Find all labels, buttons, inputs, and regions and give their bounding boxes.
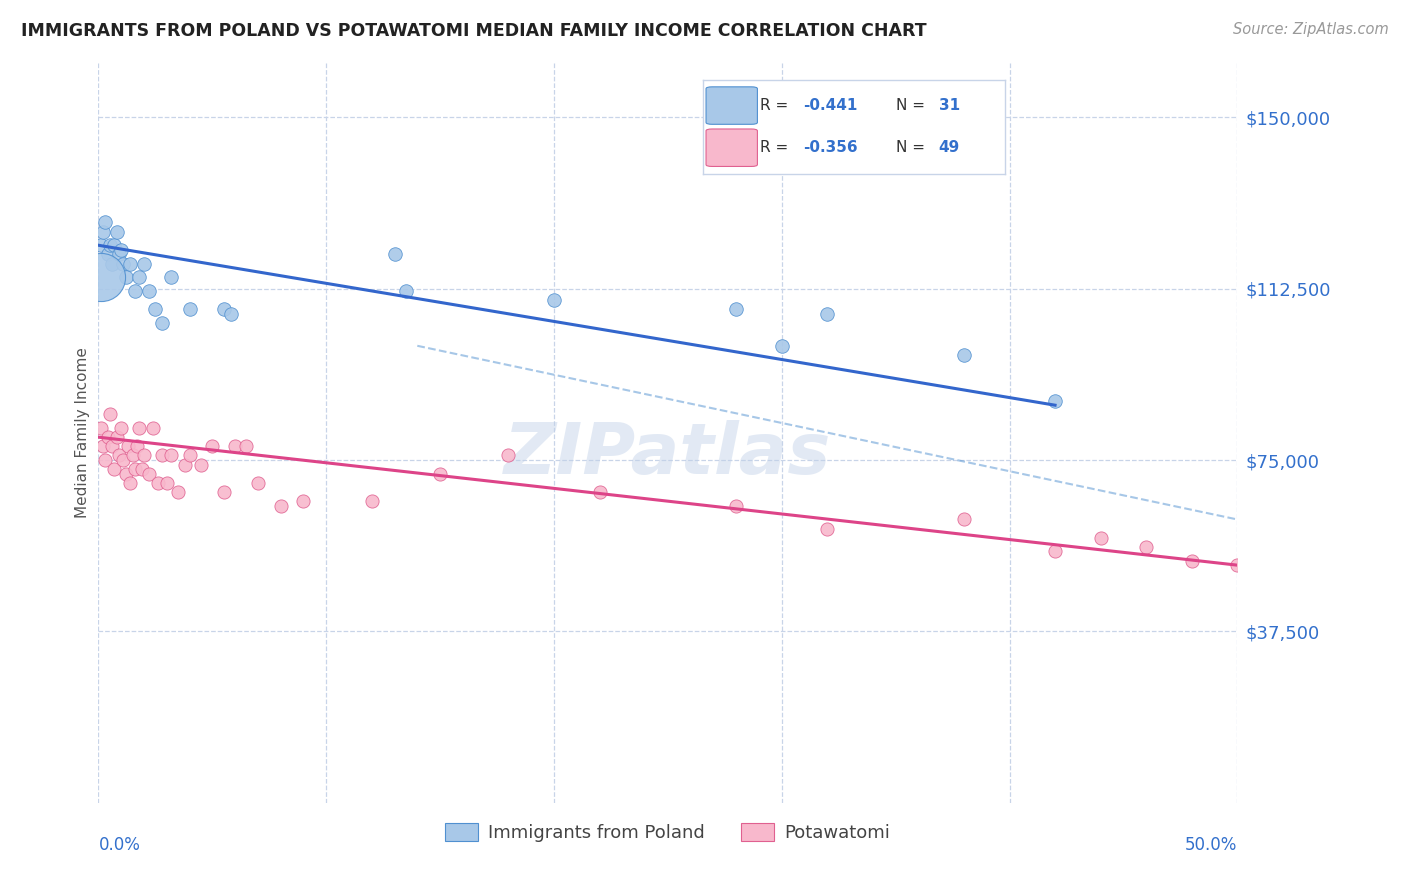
Point	[132, 256, 155, 270]
Y-axis label: Median Family Income: Median Family Income	[75, 347, 90, 518]
Point	[145, 302, 167, 317]
Point	[124, 284, 146, 298]
Text: IMMIGRANTS FROM POLAND VS POTAWATOMI MEDIAN FAMILY INCOME CORRELATION CHART: IMMIGRANTS FROM POLAND VS POTAWATOMI MED…	[21, 22, 927, 40]
FancyBboxPatch shape	[706, 87, 758, 124]
Point	[114, 270, 136, 285]
Point	[103, 462, 125, 476]
Point	[112, 453, 135, 467]
Point	[953, 512, 976, 526]
Point	[588, 485, 610, 500]
Point	[1090, 531, 1112, 545]
Point	[384, 247, 406, 261]
Point	[96, 247, 118, 261]
Point	[91, 439, 114, 453]
Point	[124, 462, 146, 476]
Point	[110, 243, 132, 257]
Text: 50.0%: 50.0%	[1185, 836, 1237, 855]
Point	[103, 238, 125, 252]
Point	[142, 421, 165, 435]
Point	[127, 439, 149, 453]
Point	[90, 270, 112, 285]
Point	[1043, 393, 1066, 408]
Point	[96, 430, 118, 444]
Point	[212, 485, 235, 500]
Point	[815, 307, 838, 321]
Point	[110, 421, 132, 435]
Point	[108, 247, 131, 261]
Point	[498, 449, 520, 463]
Point	[1135, 540, 1157, 554]
Point	[101, 256, 124, 270]
Point	[212, 302, 235, 317]
Point	[224, 439, 246, 453]
Point	[131, 462, 153, 476]
Point	[179, 449, 201, 463]
FancyBboxPatch shape	[706, 129, 758, 167]
Point	[121, 449, 143, 463]
Point	[292, 494, 315, 508]
Text: ZIPatlas: ZIPatlas	[505, 420, 831, 490]
Point	[114, 467, 136, 481]
Point	[108, 449, 131, 463]
Point	[98, 408, 121, 422]
Point	[112, 256, 135, 270]
Point	[953, 348, 976, 362]
Point	[360, 494, 382, 508]
Point	[219, 307, 242, 321]
Point	[138, 467, 160, 481]
Point	[1181, 553, 1204, 567]
Point	[179, 302, 201, 317]
Point	[128, 270, 150, 285]
Text: -0.441: -0.441	[803, 98, 858, 113]
Point	[815, 522, 838, 536]
Point	[105, 225, 128, 239]
Point	[174, 458, 197, 472]
Point	[132, 449, 155, 463]
Point	[105, 430, 128, 444]
Point	[150, 316, 173, 330]
Legend: Immigrants from Poland, Potawatomi: Immigrants from Poland, Potawatomi	[437, 816, 898, 849]
Point	[94, 453, 117, 467]
Point	[201, 439, 224, 453]
Point	[160, 270, 183, 285]
Point	[90, 421, 112, 435]
Point	[246, 475, 269, 490]
Point	[770, 339, 793, 353]
Point	[128, 421, 150, 435]
Text: R =: R =	[761, 140, 793, 155]
Point	[98, 238, 121, 252]
Point	[156, 475, 179, 490]
Text: 31: 31	[939, 98, 960, 113]
Point	[146, 475, 169, 490]
Point	[90, 238, 112, 252]
Text: 0.0%: 0.0%	[98, 836, 141, 855]
Text: N =: N =	[897, 140, 931, 155]
Point	[120, 256, 142, 270]
Point	[543, 293, 565, 307]
Point	[725, 499, 748, 513]
Point	[138, 284, 160, 298]
Point	[1043, 544, 1066, 558]
Text: R =: R =	[761, 98, 793, 113]
Text: N =: N =	[897, 98, 931, 113]
Point	[429, 467, 451, 481]
Point	[101, 439, 124, 453]
Text: Source: ZipAtlas.com: Source: ZipAtlas.com	[1233, 22, 1389, 37]
Point	[160, 449, 183, 463]
Point	[270, 499, 292, 513]
Point	[150, 449, 173, 463]
Point	[94, 215, 117, 229]
Point	[190, 458, 212, 472]
Point	[167, 485, 190, 500]
Point	[120, 475, 142, 490]
Point	[725, 302, 748, 317]
Point	[235, 439, 257, 453]
Point	[91, 225, 114, 239]
Point	[1226, 558, 1249, 573]
Text: 49: 49	[939, 140, 960, 155]
Text: -0.356: -0.356	[803, 140, 858, 155]
Point	[395, 284, 418, 298]
Point	[117, 439, 139, 453]
